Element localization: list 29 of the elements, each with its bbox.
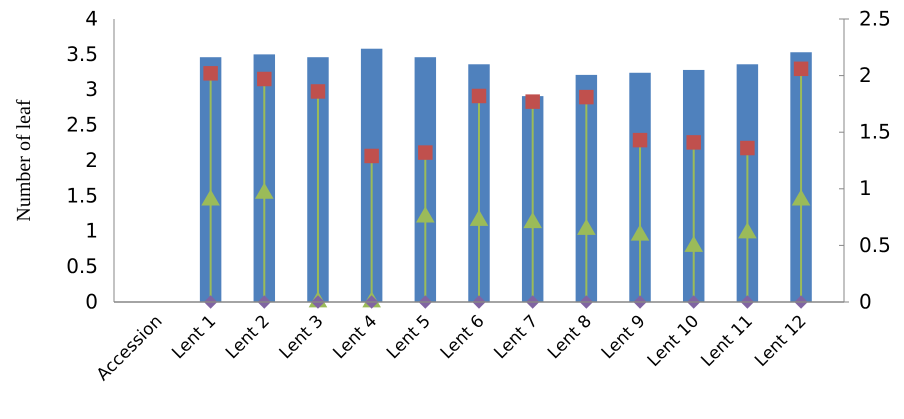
y-tick-label: 1 xyxy=(85,218,98,243)
point xyxy=(794,62,808,76)
point xyxy=(525,94,540,109)
y-tick-label: 4 xyxy=(85,6,98,30)
y-axis-title: Number of leaf xyxy=(13,99,35,222)
y-tick-label: 0.5 xyxy=(66,254,98,278)
point xyxy=(740,140,755,156)
y2-tick-label: 0.5 xyxy=(859,232,891,257)
point xyxy=(257,72,272,86)
y2-tick-label: 1 xyxy=(859,176,872,200)
point xyxy=(418,145,433,160)
y-tick-label: 2.5 xyxy=(66,112,98,137)
y2-tick-label: 0 xyxy=(859,289,872,314)
point xyxy=(364,148,379,164)
y-tick-label: 1.5 xyxy=(66,183,98,208)
bar xyxy=(360,48,382,302)
y-tick-label: 0 xyxy=(85,289,98,314)
point xyxy=(686,135,701,150)
point xyxy=(579,90,594,104)
point xyxy=(632,132,648,148)
y2-tick-label: 2 xyxy=(859,63,872,87)
y2-tick-label: 1.5 xyxy=(859,120,891,144)
y-tick-label: 2 xyxy=(85,148,98,172)
y2-tick-label: 2.5 xyxy=(859,6,891,30)
y-tick-label: 3 xyxy=(85,77,98,102)
y-tick-label: 3.5 xyxy=(66,42,98,66)
point xyxy=(472,88,486,104)
point xyxy=(203,66,218,81)
point xyxy=(310,84,326,99)
